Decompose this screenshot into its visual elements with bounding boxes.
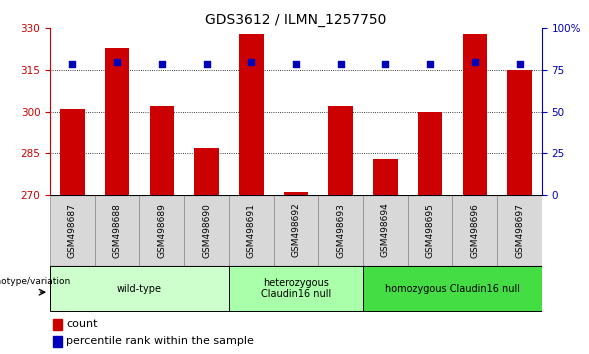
Bar — [239, 34, 263, 195]
Bar — [60, 109, 85, 195]
Text: GSM498688: GSM498688 — [112, 202, 122, 258]
Point — [247, 59, 256, 64]
Bar — [418, 112, 442, 195]
Bar — [497, 195, 542, 266]
Bar — [318, 195, 363, 266]
Bar — [194, 148, 219, 195]
Text: GSM498690: GSM498690 — [202, 202, 211, 258]
Bar — [95, 195, 140, 266]
Bar — [284, 192, 308, 195]
Text: GSM498697: GSM498697 — [515, 202, 524, 258]
Bar — [408, 195, 452, 266]
Bar — [53, 319, 62, 330]
Text: GSM498694: GSM498694 — [381, 203, 390, 257]
Bar — [229, 267, 363, 310]
Bar — [462, 34, 487, 195]
Text: wild-type: wild-type — [117, 284, 162, 293]
Bar — [150, 106, 174, 195]
Text: GSM498692: GSM498692 — [292, 203, 300, 257]
Point — [292, 62, 301, 67]
Point — [470, 59, 479, 64]
Bar — [373, 159, 398, 195]
Text: percentile rank within the sample: percentile rank within the sample — [67, 336, 254, 346]
Bar — [53, 336, 62, 347]
Point — [425, 62, 435, 67]
Bar — [184, 195, 229, 266]
Point — [112, 59, 122, 64]
Bar — [229, 195, 274, 266]
Text: GSM498695: GSM498695 — [426, 202, 435, 258]
Text: count: count — [67, 319, 98, 329]
Text: genotype/variation: genotype/variation — [0, 277, 71, 286]
Text: GSM498687: GSM498687 — [68, 202, 77, 258]
Bar — [140, 195, 184, 266]
Bar — [50, 267, 229, 310]
Text: GSM498691: GSM498691 — [247, 202, 256, 258]
Bar — [507, 70, 532, 195]
Bar — [452, 195, 497, 266]
Point — [68, 62, 77, 67]
Text: GSM498693: GSM498693 — [336, 202, 345, 258]
Bar — [274, 195, 318, 266]
Bar — [363, 195, 408, 266]
Text: homozygous Claudin16 null: homozygous Claudin16 null — [385, 284, 520, 293]
Bar — [50, 195, 95, 266]
Bar — [363, 267, 542, 310]
Point — [380, 62, 390, 67]
Bar — [105, 48, 130, 195]
Title: GDS3612 / ILMN_1257750: GDS3612 / ILMN_1257750 — [206, 13, 386, 27]
Text: GSM498696: GSM498696 — [470, 202, 479, 258]
Point — [515, 62, 524, 67]
Text: heterozygous
Claudin16 null: heterozygous Claudin16 null — [261, 278, 331, 299]
Bar — [329, 106, 353, 195]
Point — [157, 62, 167, 67]
Text: GSM498689: GSM498689 — [157, 202, 166, 258]
Point — [202, 62, 211, 67]
Point — [336, 62, 345, 67]
